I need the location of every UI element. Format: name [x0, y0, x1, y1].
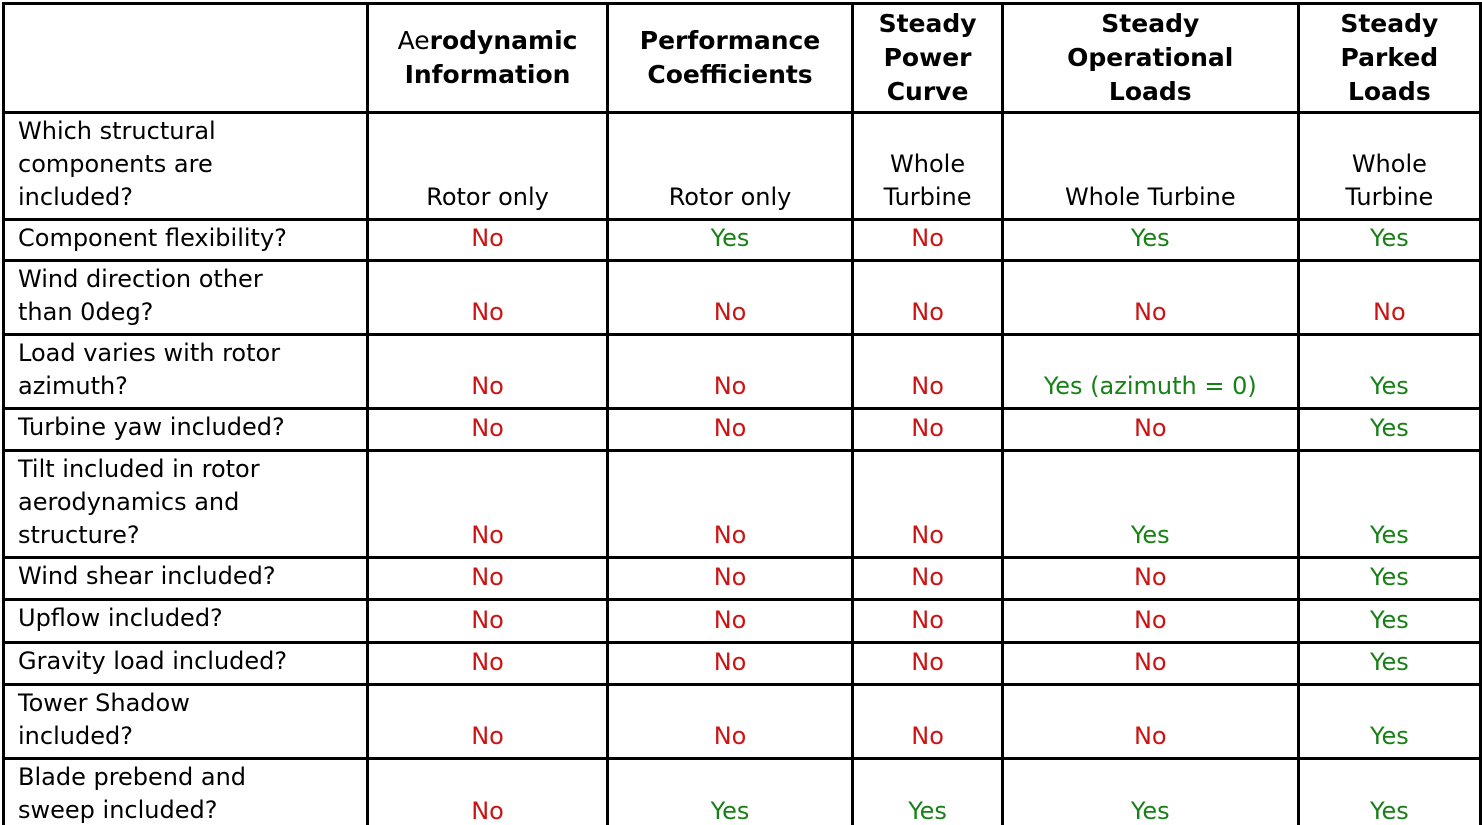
- value-cell: No: [366, 598, 609, 644]
- value-cell: Yes: [1296, 757, 1482, 825]
- value-cell: Yes: [1296, 407, 1482, 452]
- value-cell: No: [851, 333, 1004, 410]
- value-cell: No: [851, 556, 1004, 601]
- table-header: Aerodynamic Information Performance Coef…: [1, 2, 1482, 114]
- value-cell: No: [851, 259, 1004, 336]
- value-cell: No: [605, 259, 855, 336]
- row-question: Tilt included in rotor aerodynamics and …: [1, 449, 370, 559]
- column-header-label: Performance Coefficients: [639, 26, 821, 89]
- value-cell: No: [1000, 556, 1300, 601]
- value-cell: No: [851, 407, 1004, 452]
- value-cell: No: [605, 556, 855, 601]
- value-cell: No: [851, 598, 1004, 644]
- value-cell: No: [366, 683, 609, 760]
- value-cell: No: [366, 407, 609, 452]
- table-row: Tilt included in rotor aerodynamics and …: [1, 449, 1482, 559]
- row-question: Wind shear included?: [1, 556, 370, 601]
- value-cell: No: [605, 641, 855, 686]
- value-cell: Yes: [1296, 598, 1482, 644]
- row-question: Component flexibility?: [1, 218, 370, 262]
- value-cell: No: [1296, 259, 1482, 336]
- value-cell: Yes: [605, 218, 855, 262]
- value-cell: No: [366, 449, 609, 559]
- column-header-performance-coefficients: Performance Coefficients: [605, 2, 855, 114]
- table-row: Which structural components are included…: [1, 111, 1482, 221]
- value-cell: No: [1000, 598, 1300, 644]
- row-question: Load varies with rotor azimuth?: [1, 333, 370, 410]
- column-header-label: rodynamic Information: [404, 26, 578, 89]
- column-header-prefix: Ae: [397, 26, 430, 55]
- value-cell: No: [366, 641, 609, 686]
- column-header-label: Steady Power Curve: [878, 9, 977, 106]
- value-cell: Yes: [1296, 449, 1482, 559]
- row-question: Which structural components are included…: [1, 111, 370, 221]
- table-row: Gravity load included? No No No No Yes: [1, 641, 1482, 686]
- column-header-label: Steady Operational Loads: [1067, 9, 1234, 106]
- value-cell: No: [1000, 683, 1300, 760]
- row-question: Gravity load included?: [1, 641, 370, 686]
- value-cell: No: [851, 449, 1004, 559]
- table-row: Tower Shadow included? No No No No Yes: [1, 683, 1482, 760]
- column-header-steady-parked-loads: Steady Parked Loads: [1296, 2, 1482, 114]
- column-header-steady-operational-loads: Steady Operational Loads: [1000, 2, 1300, 114]
- row-question: Tower Shadow included?: [1, 683, 370, 760]
- header-row: Aerodynamic Information Performance Coef…: [1, 2, 1482, 114]
- value-cell: Rotor only: [366, 111, 609, 221]
- row-question: Upflow included?: [1, 598, 370, 644]
- value-cell: No: [851, 683, 1004, 760]
- value-cell: Whole Turbine: [1000, 111, 1300, 221]
- column-header-label: Steady Parked Loads: [1340, 9, 1439, 106]
- table-body: Which structural components are included…: [1, 111, 1482, 825]
- value-cell: Yes (azimuth = 0): [1000, 333, 1300, 410]
- value-cell: Yes: [1296, 333, 1482, 410]
- column-header-aerodynamic-information: Aerodynamic Information: [366, 2, 609, 114]
- value-cell: No: [1000, 407, 1300, 452]
- table-row: Load varies with rotor azimuth? No No No Yes…: [1, 333, 1482, 410]
- value-cell: No: [366, 218, 609, 262]
- value-cell: No: [1000, 259, 1300, 336]
- value-cell: No: [851, 641, 1004, 686]
- value-cell: Rotor only: [605, 111, 855, 221]
- value-cell: Whole Turbine: [851, 111, 1004, 221]
- value-cell: Yes: [851, 757, 1004, 825]
- value-cell: Yes: [1296, 556, 1482, 601]
- value-cell: No: [605, 407, 855, 452]
- table-row: Upflow included? No No No No Yes: [1, 598, 1482, 644]
- value-cell: No: [366, 333, 609, 410]
- table-row: Component flexibility? No Yes No Yes Yes: [1, 218, 1482, 262]
- value-cell: No: [851, 218, 1004, 262]
- column-header-steady-power-curve: Steady Power Curve: [851, 2, 1004, 114]
- table-row: Wind direction other than 0deg? No No No No N…: [1, 259, 1482, 336]
- value-cell: Yes: [1296, 218, 1482, 262]
- value-cell: No: [605, 333, 855, 410]
- value-cell: Yes: [1000, 449, 1300, 559]
- value-cell: No: [366, 556, 609, 601]
- value-cell: Yes: [605, 757, 855, 825]
- value-cell: Yes: [1296, 683, 1482, 760]
- row-question: Wind direction other than 0deg?: [1, 259, 370, 336]
- value-cell: No: [605, 683, 855, 760]
- row-question: Turbine yaw included?: [1, 407, 370, 452]
- corner-header-cell: [1, 2, 370, 114]
- value-cell: Yes: [1000, 757, 1300, 825]
- value-cell: Whole Turbine: [1296, 111, 1482, 221]
- value-cell: No: [605, 449, 855, 559]
- value-cell: Yes: [1296, 641, 1482, 686]
- table-row: Blade prebend and sweep included? No Yes Ye…: [1, 757, 1482, 825]
- table-row: Turbine yaw included? No No No No Yes: [1, 407, 1482, 452]
- table-row: Wind shear included? No No No No Yes: [1, 556, 1482, 601]
- row-question: Blade prebend and sweep included?: [1, 757, 370, 825]
- value-cell: No: [366, 259, 609, 336]
- value-cell: Yes: [1000, 218, 1300, 262]
- value-cell: No: [1000, 641, 1300, 686]
- value-cell: No: [366, 757, 609, 825]
- value-cell: No: [605, 598, 855, 644]
